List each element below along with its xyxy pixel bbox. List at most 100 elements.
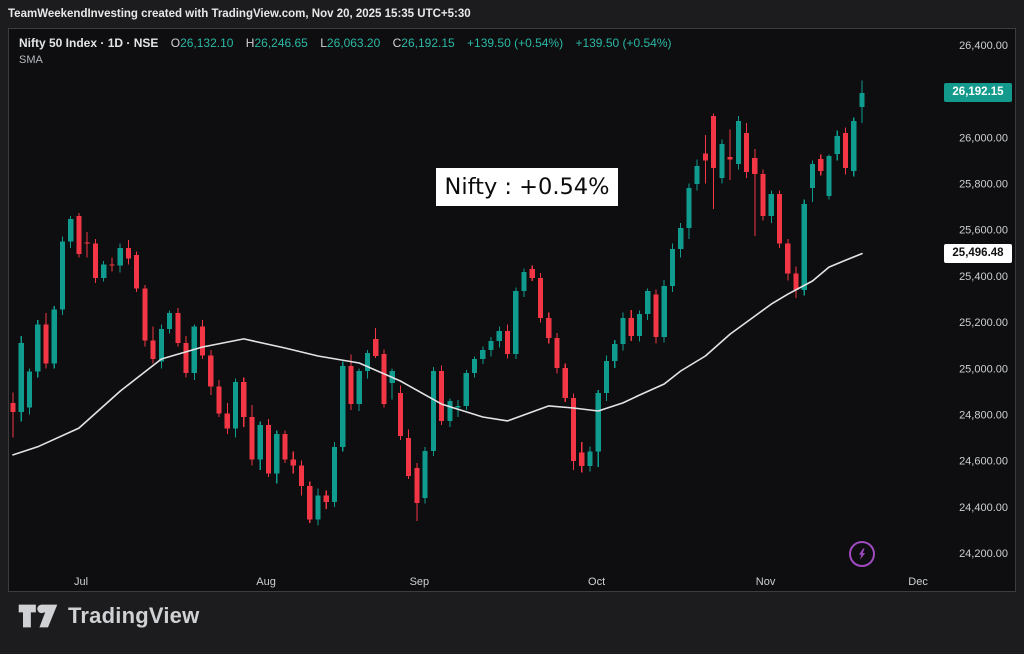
candle-body [628, 317, 634, 336]
candle-body [447, 401, 453, 421]
tradingview-wordmark: TradingView [68, 603, 200, 628]
candle-body [678, 227, 684, 250]
candle-body [125, 248, 131, 259]
candle-body [859, 92, 865, 107]
close-value: 26,192.15 [401, 36, 455, 50]
price-axis-label: 24,800.00 [959, 409, 1008, 421]
tradingview-logo-icon [18, 604, 58, 628]
price-axis-label: 24,200.00 [959, 548, 1008, 560]
month-axis-label: Jul [74, 576, 88, 588]
candle-body [793, 273, 799, 290]
candle-body [282, 434, 288, 460]
price-axis-label: 24,600.00 [959, 456, 1008, 468]
change-value-2: +139.50 (+0.54%) [575, 36, 672, 50]
candle-body [776, 193, 783, 244]
month-axis-label: Oct [588, 576, 605, 588]
candle-body [175, 312, 181, 343]
chart-panel: 26,400.0026,200.0026,000.0025,800.0025,6… [8, 28, 1016, 592]
candle-body [694, 165, 700, 185]
candle-body [620, 317, 626, 345]
chart-plot-area[interactable]: 26,400.0026,200.0026,000.0025,800.0025,6… [9, 29, 1015, 591]
open-label: O [170, 36, 181, 50]
candle-body [232, 382, 239, 429]
candle-body [562, 368, 568, 399]
candle-body [537, 278, 544, 318]
candle-body [323, 495, 329, 503]
open-value: 26,132.10 [180, 36, 234, 50]
candlestick-series [10, 80, 865, 526]
candle-body [496, 330, 502, 342]
candle-body [645, 290, 651, 315]
sma-indicator-label[interactable]: SMA [19, 54, 43, 66]
candle-body [348, 365, 354, 404]
candle-body [735, 120, 741, 165]
candle-body [439, 371, 445, 421]
candle-body [84, 242, 90, 244]
high-value: 26,246.65 [254, 36, 308, 50]
candle-body [480, 349, 486, 360]
candle-body [595, 392, 601, 452]
candle-body [35, 324, 41, 372]
candle-body [529, 268, 535, 279]
change-value: +139.50 (+0.54%) [467, 36, 564, 50]
candle-body [142, 288, 148, 341]
annotation-label[interactable]: Nifty : +0.54% [436, 168, 618, 206]
candle-body [702, 153, 708, 161]
symbol-title: Nifty 50 Index · 1D · NSE [19, 36, 159, 50]
candle-body [340, 365, 346, 447]
month-axis-label: Aug [256, 576, 276, 588]
month-axis-label: Dec [908, 576, 928, 588]
candle-body [752, 158, 758, 175]
candle-body [134, 255, 140, 289]
candle-body [760, 174, 766, 216]
candle-body [801, 203, 807, 290]
candle-body [471, 359, 478, 373]
close-label: C [392, 36, 402, 50]
price-axis-label: 25,200.00 [959, 317, 1008, 329]
price-axis-label: 25,800.00 [959, 179, 1008, 191]
candle-body [208, 355, 214, 387]
candle-body [636, 314, 643, 336]
candle-body [727, 156, 733, 160]
candle-body [711, 116, 717, 169]
candle-body [290, 459, 296, 466]
candle-body [842, 132, 849, 169]
candle-body [241, 382, 247, 417]
last-price-badge: 26,192.15 [944, 83, 1012, 103]
candle-body [744, 132, 750, 172]
candle-body [513, 290, 519, 354]
candle-body [603, 360, 610, 393]
tradingview-branding[interactable]: TradingView [18, 601, 199, 631]
candle-body [257, 424, 263, 460]
candle-body [686, 187, 692, 228]
candle-body [422, 450, 428, 499]
candle-body [785, 243, 791, 274]
candle-body [381, 353, 387, 404]
candle-body [101, 264, 107, 279]
candle-body [249, 416, 255, 460]
candle-body [521, 271, 527, 291]
candle-body [51, 309, 57, 364]
candle-body [719, 144, 725, 179]
price-axis-label: 24,400.00 [959, 502, 1008, 514]
candle-body [406, 438, 412, 477]
candle-body [414, 468, 420, 503]
candle-body [265, 424, 272, 474]
candle-body [546, 317, 552, 339]
candle-body [315, 495, 321, 520]
candle-body [397, 392, 404, 436]
candle-body [570, 398, 577, 462]
price-axis-label: 25,600.00 [959, 225, 1008, 237]
candle-body [851, 120, 857, 172]
candle-body [307, 486, 313, 520]
candle-body [356, 371, 362, 404]
candle-body [109, 264, 115, 266]
candle-body [455, 406, 461, 408]
candle-body [488, 341, 494, 350]
symbol-legend[interactable]: Nifty 50 Index · 1D · NSE O26,132.10 H26… [19, 36, 672, 50]
candle-body [331, 446, 338, 503]
candle-body [809, 163, 816, 188]
flash-button[interactable] [849, 541, 875, 567]
lightning-bolt-icon [859, 548, 866, 560]
candle-body [167, 312, 173, 330]
